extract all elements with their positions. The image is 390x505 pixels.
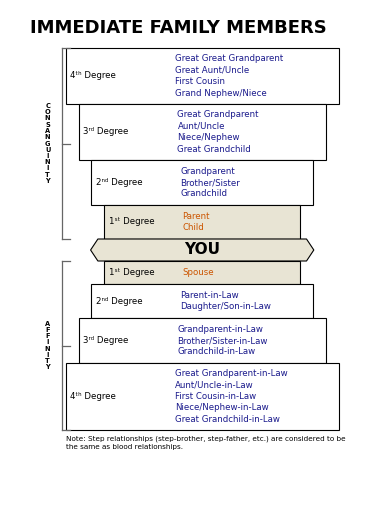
Bar: [92, 284, 313, 318]
Text: 1ˢᵗ Degree: 1ˢᵗ Degree: [109, 268, 154, 277]
Text: Spouse: Spouse: [183, 268, 214, 277]
Bar: [79, 104, 326, 160]
Bar: [66, 363, 339, 430]
Text: 2ⁿᵈ Degree: 2ⁿᵈ Degree: [96, 296, 143, 306]
Text: 1ˢᵗ Degree: 1ˢᵗ Degree: [109, 218, 154, 227]
Text: Grandparent
Brother/Sister
Grandchild: Grandparent Brother/Sister Grandchild: [180, 167, 240, 198]
Text: YOU: YOU: [184, 242, 220, 258]
Text: 3ʳᵈ Degree: 3ʳᵈ Degree: [83, 127, 129, 136]
Text: Parent-in-Law
Daughter/Son-in-Law: Parent-in-Law Daughter/Son-in-Law: [180, 291, 271, 311]
Bar: [79, 318, 326, 363]
Polygon shape: [90, 239, 314, 261]
Text: Grandparent-in-Law
Brother/Sister-in-Law
Grandchild-in-Law: Grandparent-in-Law Brother/Sister-in-Law…: [177, 325, 268, 357]
Text: A
F
F
I
N
I
T
Y: A F F I N I T Y: [45, 321, 50, 370]
Bar: [104, 205, 300, 239]
Text: 3ʳᵈ Degree: 3ʳᵈ Degree: [83, 336, 129, 345]
Text: Parent
Child: Parent Child: [183, 212, 210, 232]
Bar: [66, 48, 339, 104]
Text: Great Great Grandparent
Great Aunt/Uncle
First Cousin
Grand Nephew/Niece: Great Great Grandparent Great Aunt/Uncle…: [175, 55, 283, 97]
Text: Great Grandparent
Aunt/Uncle
Niece/Nephew
Great Grandchild: Great Grandparent Aunt/Uncle Niece/Nephe…: [177, 110, 259, 154]
Bar: [92, 160, 313, 205]
Text: Note: Step relationships (step-brother, step-father, etc.) are considered to be
: Note: Step relationships (step-brother, …: [66, 436, 346, 450]
Text: 4ᵗʰ Degree: 4ᵗʰ Degree: [71, 392, 116, 401]
Text: Great Grandparent-in-Law
Aunt/Uncle-in-Law
First Cousin-in-Law
Niece/Nephew-in-L: Great Grandparent-in-Law Aunt/Uncle-in-L…: [175, 369, 287, 424]
Text: C
O
N
S
A
N
G
U
I
N
I
T
Y: C O N S A N G U I N I T Y: [45, 103, 50, 184]
Text: IMMEDIATE FAMILY MEMBERS: IMMEDIATE FAMILY MEMBERS: [30, 19, 327, 37]
Text: 2ⁿᵈ Degree: 2ⁿᵈ Degree: [96, 178, 143, 187]
Text: 4ᵗʰ Degree: 4ᵗʰ Degree: [71, 72, 116, 80]
Bar: [104, 261, 300, 284]
